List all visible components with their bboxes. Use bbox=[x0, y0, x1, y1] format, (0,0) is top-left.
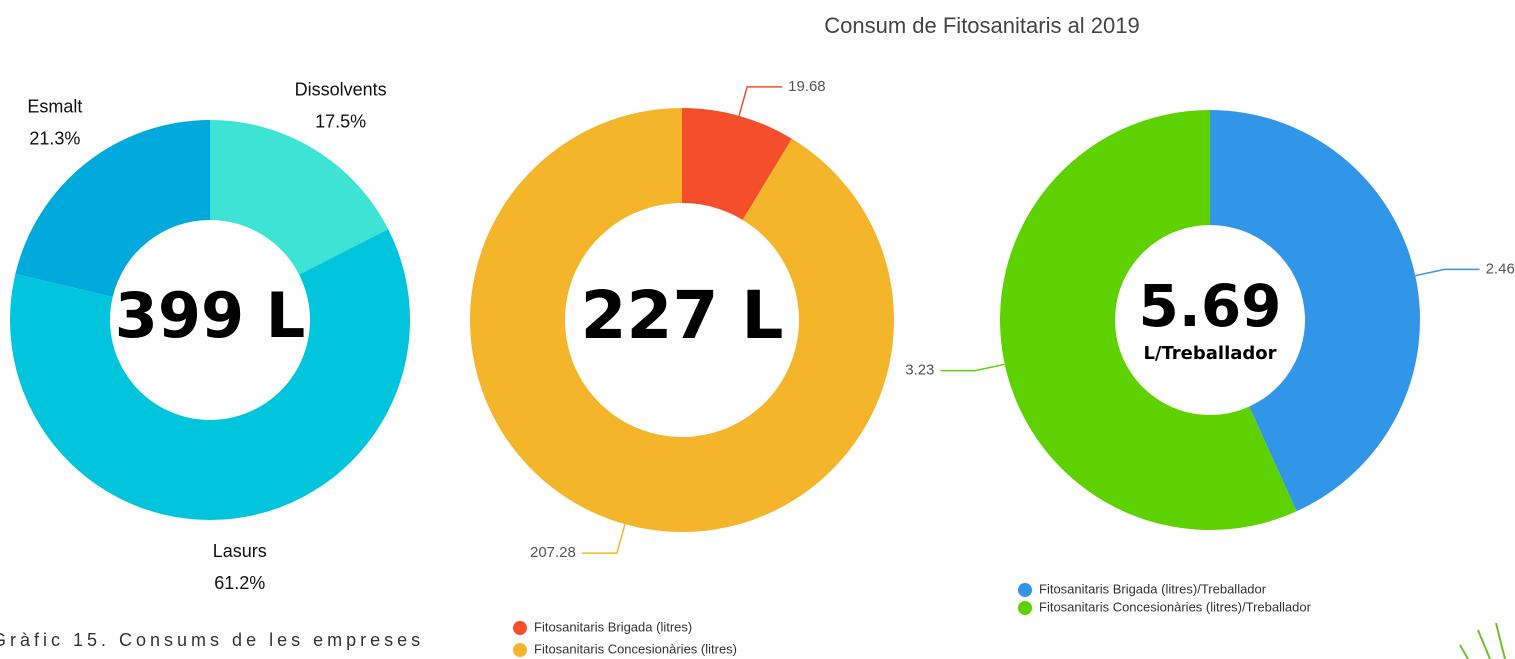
donut-slice bbox=[470, 108, 895, 532]
value-label: 61.2% bbox=[214, 573, 265, 593]
donut-slice bbox=[15, 120, 211, 297]
slice-label: Esmalt bbox=[27, 97, 82, 117]
leader-line bbox=[940, 363, 1005, 372]
center-label: 5.69 bbox=[1138, 272, 1281, 340]
leader-line bbox=[1415, 268, 1480, 277]
legend-label: Fitosanitaris Concesionàries (litres)/Tr… bbox=[1039, 599, 1312, 614]
legend-swatch bbox=[513, 643, 527, 657]
donut-slice bbox=[1210, 110, 1421, 512]
caption: Gràfic 15. Consums de les empreses bbox=[0, 630, 424, 650]
center-label: 399 L bbox=[115, 279, 306, 352]
donut-slice bbox=[210, 120, 389, 275]
value-label: 19.68 bbox=[788, 78, 826, 95]
leader-line bbox=[738, 86, 783, 117]
slice-label: Dissolvents bbox=[295, 80, 387, 100]
slice-label: Lasurs bbox=[213, 541, 267, 561]
legend-swatch bbox=[1018, 583, 1032, 597]
legend-swatch bbox=[1018, 601, 1032, 615]
leader-line bbox=[581, 523, 626, 554]
value-label: 17.5% bbox=[315, 112, 366, 132]
donut-slice bbox=[10, 229, 411, 520]
value-label: 2.46 bbox=[1486, 260, 1515, 277]
legend-label: Fitosanitaris Brigada (litres) bbox=[534, 619, 692, 634]
donut-slice bbox=[1000, 110, 1297, 530]
legend-label: Fitosanitaris Brigada (litres)/Treballad… bbox=[1039, 581, 1267, 596]
center-label: 227 L bbox=[581, 277, 784, 354]
value-label: 21.3% bbox=[29, 129, 80, 149]
legend-label: Fitosanitaris Concesionàries (litres) bbox=[534, 641, 737, 656]
value-label: 3.23 bbox=[905, 362, 934, 379]
value-label: 207.28 bbox=[530, 544, 576, 561]
center-sublabel: L/Treballador bbox=[1143, 343, 1276, 364]
title: Consum de Fitosanitaris al 2019 bbox=[824, 13, 1140, 38]
donut-slice bbox=[682, 108, 792, 220]
decoration bbox=[1459, 622, 1506, 659]
legend-swatch bbox=[513, 621, 527, 635]
